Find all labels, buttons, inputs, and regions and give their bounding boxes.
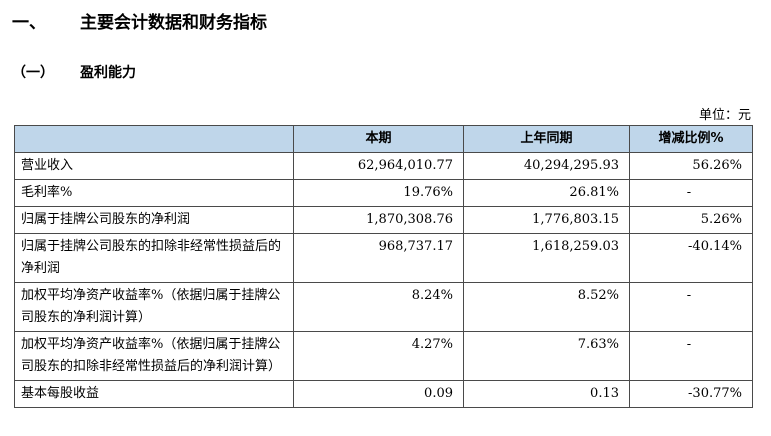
prior-value: 0.13 (463, 380, 630, 408)
section-title: 主要会计数据和财务指标 (80, 13, 267, 33)
change-value: - (629, 282, 753, 332)
prior-value: 1,776,803.15 (463, 206, 630, 234)
change-value: -40.14% (629, 233, 753, 283)
current-value: 0.09 (293, 380, 464, 408)
subsection-title: 盈利能力 (80, 65, 136, 81)
row-label: 营业收入 (14, 152, 294, 180)
change-value: - (629, 179, 753, 207)
row-label: 加权平均净资产收益率%（依据归属于挂牌公司股东的扣除非经常性损益后的净利润计算） (14, 331, 294, 381)
prior-value: 40,294,295.93 (463, 152, 630, 180)
row-label: 归属于挂牌公司股东的扣除非经常性损益后的净利润 (14, 233, 294, 283)
table-row: 基本每股收益 0.09 0.13 -30.77% (14, 380, 753, 408)
table-row: 毛利率% 19.76% 26.81% - (14, 179, 753, 207)
header-cell-change-ratio: 增减比例% (629, 125, 753, 153)
table-row: 营业收入 62,964,010.77 40,294,295.93 56.26% (14, 152, 753, 180)
row-label: 加权平均净资产收益率%（依据归属于挂牌公司股东的净利润计算） (14, 282, 294, 332)
change-value: -30.77% (629, 380, 753, 408)
header-cell-prior-period: 上年同期 (463, 125, 630, 153)
prior-value: 8.52% (463, 282, 630, 332)
table-row: 归属于挂牌公司股东的净利润 1,870,308.76 1,776,803.15 … (14, 206, 753, 234)
unit-label: 单位：元 (698, 108, 751, 123)
subsection-number: （一） (12, 65, 54, 81)
prior-value: 26.81% (463, 179, 630, 207)
current-value: 62,964,010.77 (293, 152, 464, 180)
row-label: 基本每股收益 (14, 380, 294, 408)
section-number: 一、 (12, 13, 46, 33)
table-header-row: 本期 上年同期 增减比例% (14, 125, 753, 153)
current-value: 8.24% (293, 282, 464, 332)
header-cell-item (14, 125, 294, 153)
table-row: 归属于挂牌公司股东的扣除非经常性损益后的净利润 968,737.17 1,618… (14, 233, 753, 283)
current-value: 4.27% (293, 331, 464, 381)
table-row: 加权平均净资产收益率%（依据归属于挂牌公司股东的扣除非经常性损益后的净利润计算）… (14, 331, 753, 381)
change-value: 56.26% (629, 152, 753, 180)
row-label: 归属于挂牌公司股东的净利润 (14, 206, 294, 234)
current-value: 968,737.17 (293, 233, 464, 283)
current-value: 1,870,308.76 (293, 206, 464, 234)
table-row: 加权平均净资产收益率%（依据归属于挂牌公司股东的净利润计算） 8.24% 8.5… (14, 282, 753, 332)
prior-value: 7.63% (463, 331, 630, 381)
current-value: 19.76% (293, 179, 464, 207)
row-label: 毛利率% (14, 179, 294, 207)
header-cell-current-period: 本期 (293, 125, 464, 153)
prior-value: 1,618,259.03 (463, 233, 630, 283)
financial-indicators-table: 本期 上年同期 增减比例% 营业收入 62,964,010.77 40,294,… (14, 125, 753, 408)
change-value: - (629, 331, 753, 381)
change-value: 5.26% (629, 206, 753, 234)
